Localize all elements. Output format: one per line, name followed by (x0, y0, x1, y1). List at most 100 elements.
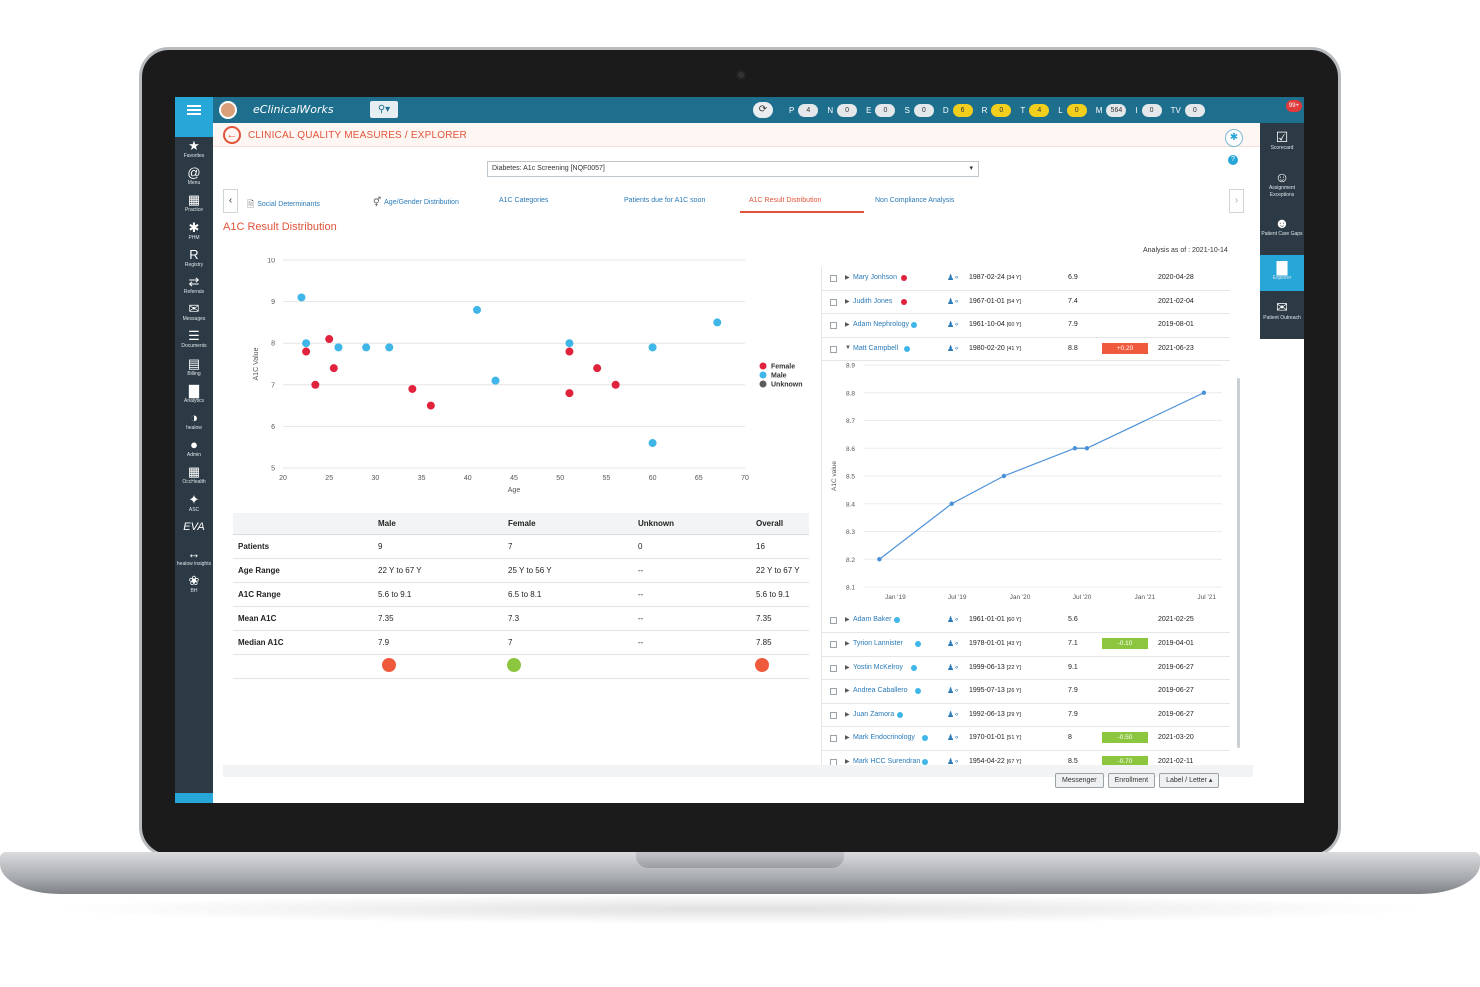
back-button[interactable]: ← (223, 126, 241, 144)
measure-dropdown[interactable]: Diabetes: A1c Screening [NQF0057] ▾ (487, 161, 979, 177)
caret-right-icon[interactable]: ▶ (845, 688, 850, 695)
patient-info-icon[interactable]: ♟∘ (947, 273, 960, 282)
a1c-trend-point[interactable] (1072, 446, 1078, 451)
a1c-trend-point[interactable] (1001, 474, 1007, 479)
tab-a1c-categories[interactable]: A1C Categories (499, 197, 548, 204)
patient-row[interactable]: ▶ Yostin McKelroy ♟∘ 1999-06-13 [22 Y] 9.1 20… (822, 657, 1230, 681)
hamburger-menu-button[interactable] (175, 97, 213, 123)
patient-info-icon[interactable]: ♟∘ (947, 343, 960, 353)
left-nav-item-phm[interactable]: ✱ PHM (175, 220, 213, 242)
help-icon[interactable]: ? (1228, 155, 1238, 165)
patient-list-scrollbar[interactable] (1237, 378, 1240, 748)
alert-badge[interactable]: 99+ (1286, 100, 1302, 112)
caret-right-icon[interactable]: ▶ (845, 735, 850, 742)
caret-right-icon[interactable]: ▶ (845, 322, 850, 329)
patient-checkbox[interactable] (830, 711, 837, 719)
scatter-point-male[interactable] (473, 305, 482, 314)
scatter-point-male[interactable] (491, 376, 500, 385)
counter-tv[interactable]: TV 0 (1171, 102, 1205, 118)
scatter-point-female[interactable] (565, 347, 574, 356)
patient-info-icon[interactable]: ♟∘ (947, 320, 960, 330)
a1c-trend-point[interactable] (1201, 390, 1207, 396)
patient-name[interactable]: Mark Endocrinology (853, 734, 915, 742)
patient-row[interactable]: ▶ Tyrion Lannister ♟∘ 1978-01-01 [43 Y] 7.1 -… (822, 633, 1230, 657)
patient-info-icon[interactable]: ♟∘ (947, 757, 960, 766)
patient-checkbox[interactable] (830, 345, 837, 353)
patient-name[interactable]: Yostin McKelroy (853, 663, 903, 671)
patient-checkbox[interactable] (830, 735, 837, 743)
patient-row[interactable]: ▼ Matt Campbell ♟∘ 1980-02-20 [41 Y] 8.8 +0.2… (822, 338, 1230, 362)
patient-row[interactable]: ▶ Judith Jones ♟∘ 1967-01-01 [54 Y] 7.4 2021-… (822, 291, 1230, 315)
left-nav-item-asc[interactable]: ✦ ASC (175, 492, 213, 514)
caret-down-icon[interactable]: ▼ (845, 344, 851, 351)
scatter-point-male[interactable] (648, 343, 657, 352)
enrollment-button[interactable]: Enrollment (1107, 773, 1156, 788)
left-nav-item-documents[interactable]: ☰ Documents (175, 329, 213, 350)
scatter-point-male[interactable] (297, 293, 306, 302)
tabs-next-button[interactable]: › (1229, 189, 1244, 213)
patient-info-icon[interactable]: ♟∘ (947, 733, 960, 743)
left-nav-item-registry[interactable]: R Registry (175, 247, 213, 269)
scatter-point-male[interactable] (648, 439, 657, 448)
patient-row[interactable]: ▶ Andrea Caballero ♟∘ 1995-07-13 [26 Y] 7.9 2… (822, 680, 1230, 704)
left-nav-item-menu[interactable]: @ Menu (175, 166, 213, 187)
right-nav-item-scorecard[interactable]: ☑ Scorecard (1260, 125, 1304, 163)
patient-info-icon[interactable]: ♟∘ (947, 639, 960, 648)
patient-checkbox[interactable] (830, 641, 837, 648)
left-nav-item-occhealth[interactable]: ▦ OccHealth (175, 465, 213, 486)
caret-right-icon[interactable]: ▶ (845, 298, 850, 305)
scatter-point-female[interactable] (302, 347, 311, 356)
patient-info-icon[interactable]: ♟∘ (947, 662, 960, 672)
patient-info-icon[interactable]: ♟∘ (947, 686, 960, 696)
patient-checkbox[interactable] (830, 322, 837, 330)
user-search-button[interactable]: ⚲▾ (370, 101, 398, 118)
left-nav-item-favorites[interactable]: ★ Favorites (175, 139, 213, 160)
scatter-point-female[interactable] (325, 335, 334, 344)
scatter-point-female[interactable] (329, 364, 338, 373)
patient-row[interactable]: ▶ Adam Baker ♟∘ 1961-01-01 [60 Y] 5.6 2021-02… (822, 609, 1230, 633)
label-letter-button[interactable]: Label / Letter ▴ (1159, 773, 1220, 788)
left-nav-collapse-bar[interactable] (175, 123, 213, 137)
right-nav-item-patient-outreach[interactable]: ✉ Patient Outreach (1260, 295, 1304, 337)
patient-row[interactable]: ▶ Juan Zamora ♟∘ 1992-06-13 [29 Y] 7.9 2019-0… (822, 704, 1230, 728)
left-nav-item-eva[interactable]: EVA (175, 520, 213, 534)
patient-checkbox[interactable] (830, 298, 837, 306)
left-nav-item-bh[interactable]: ❀ BH (175, 574, 213, 595)
a1c-trend-point[interactable] (949, 501, 954, 507)
left-nav-item-healow[interactable]: ◑ healow (175, 411, 213, 432)
left-nav-item-referrals[interactable]: ⇄ Referrals (175, 275, 213, 296)
patient-name[interactable]: Mary Jonhson (853, 274, 897, 281)
patient-checkbox[interactable] (830, 617, 837, 625)
patient-checkbox[interactable] (830, 275, 837, 282)
scatter-point-male[interactable] (302, 339, 311, 348)
patient-info-icon[interactable]: ♟∘ (947, 296, 960, 306)
caret-right-icon[interactable]: ▶ (845, 664, 850, 671)
patient-name[interactable]: Tyrion Lannister (853, 640, 903, 647)
left-nav-item-billing[interactable]: ▤ Billing (175, 356, 213, 378)
tab-patients-due-a1c[interactable]: Patients due for A1C soon (624, 197, 705, 204)
counter-m[interactable]: M 564 (1096, 102, 1127, 118)
patient-name[interactable]: Matt Campbell (853, 344, 899, 352)
left-nav-item-admin[interactable]: ● Admin (175, 438, 213, 459)
refresh-button[interactable]: ⟳ (753, 102, 773, 118)
patient-checkbox[interactable] (830, 664, 837, 672)
scatter-point-female[interactable] (611, 380, 620, 389)
left-nav-item-practice[interactable]: ▦ Practice (175, 193, 213, 214)
patient-name[interactable]: Adam Baker (853, 616, 892, 624)
patient-name[interactable]: Judith Jones (853, 297, 893, 305)
scatter-point-male[interactable] (362, 343, 371, 352)
patient-name[interactable]: Mark HCC Surendran (853, 758, 921, 765)
user-avatar[interactable] (219, 101, 237, 119)
patient-info-icon[interactable]: ♟∘ (947, 615, 960, 625)
patient-checkbox[interactable] (830, 688, 837, 696)
a1c-trend-point[interactable] (877, 557, 882, 562)
patient-name[interactable]: Adam Nephrology (853, 321, 910, 329)
caret-right-icon[interactable]: ▶ (845, 275, 850, 281)
